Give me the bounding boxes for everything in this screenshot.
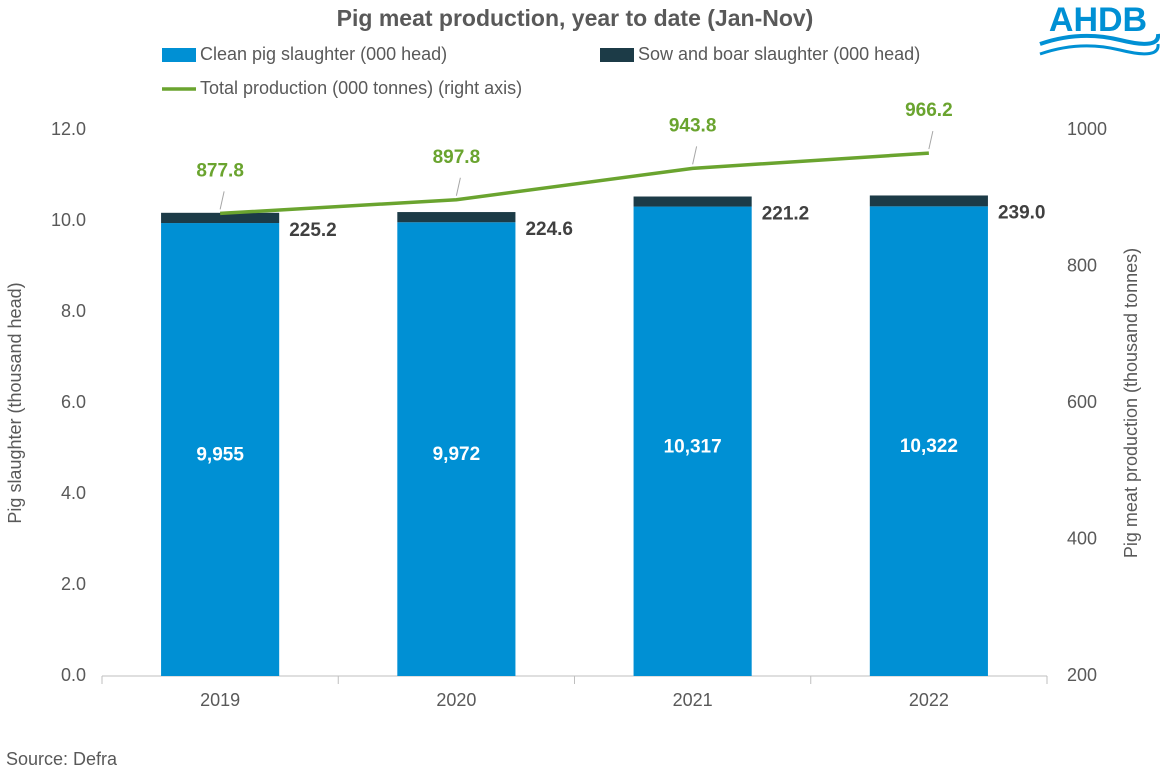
bar-segment [633,206,752,676]
y-tick-label: 10.0 [51,210,86,230]
legend-swatch [600,48,634,62]
bar-value-label: 224.6 [525,219,573,240]
label-leader [692,146,698,165]
y-tick-label: 12.0 [51,119,86,139]
bar-segment [161,212,280,224]
source-note: Source: Defra [6,749,118,769]
y2-tick-label: 1000 [1067,119,1107,139]
y-tick-label: 6.0 [61,392,86,412]
y-tick-label: 0.0 [61,665,86,685]
line-value-label: 943.8 [669,115,717,136]
label-leader [455,177,461,196]
bar-segment [869,206,988,676]
y-tick-label: 8.0 [61,301,86,321]
line-value-label: 877.8 [196,160,244,181]
y2-axis-title: Pig meat production (thousand tonnes) [1121,248,1141,558]
bar-segment [397,222,516,677]
legend-label: Sow and boar slaughter (000 head) [638,44,920,64]
y2-tick-label: 200 [1067,665,1097,685]
bar-value-label: 239.0 [998,202,1046,223]
legend-swatch [162,48,196,62]
label-leader [219,191,225,210]
bar-value-label: 10,322 [900,436,958,457]
y-axis-title: Pig slaughter (thousand head) [5,282,25,523]
bar-value-label: 9,955 [196,445,244,466]
label-leader [928,130,934,150]
bar-segment [397,212,516,223]
logo-wave [1039,33,1160,46]
y2-tick-label: 800 [1067,255,1097,275]
line-series [220,151,929,216]
bar-value-label: 10,317 [664,436,722,457]
bar-segment [869,195,988,207]
logo: AHDB [1039,1,1160,56]
x-tick-label: 2021 [673,690,713,710]
bar-value-label: 221.2 [762,204,810,225]
y-tick-label: 2.0 [61,574,86,594]
legend-label: Clean pig slaughter (000 head) [200,44,447,64]
bar-segment [633,196,752,207]
line-value-label: 966.2 [905,100,953,121]
bar-segment [161,223,280,677]
bar-value-label: 9,972 [433,444,481,465]
legend-label: Total production (000 tonnes) (right axi… [200,78,522,98]
chart-title: Pig meat production, year to date (Jan-N… [337,5,814,31]
y2-tick-label: 400 [1067,528,1097,548]
x-tick-label: 2020 [436,690,476,710]
line-value-label: 897.8 [433,147,481,168]
y2-tick-label: 600 [1067,392,1097,412]
y-tick-label: 4.0 [61,483,86,503]
logo-wave [1039,43,1160,56]
logo-text: AHDB [1049,1,1147,39]
x-tick-label: 2019 [200,690,240,710]
bar-value-label: 225.2 [289,220,337,241]
x-tick-label: 2022 [909,690,949,710]
